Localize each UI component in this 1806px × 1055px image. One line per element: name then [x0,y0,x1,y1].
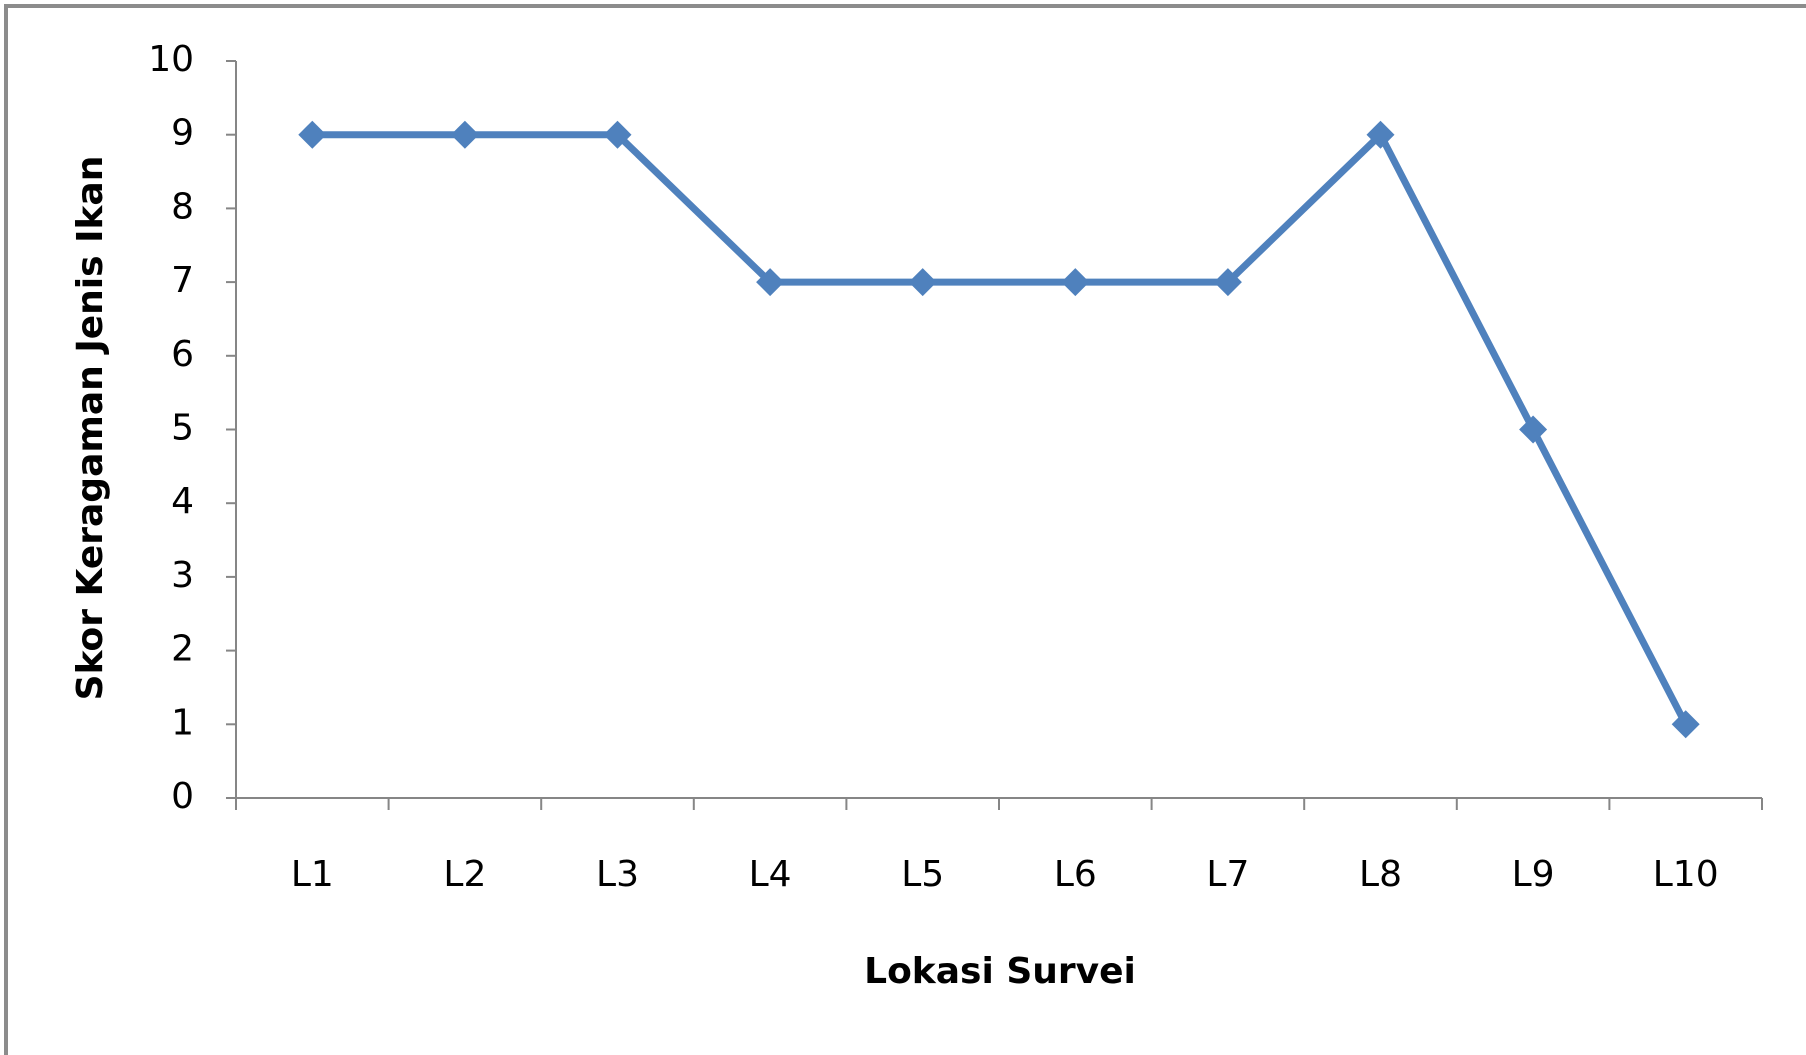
data-marker [1671,710,1700,739]
data-marker [1213,268,1242,297]
y-tick-label: 3 [171,555,194,596]
data-marker [450,120,479,149]
data-marker [603,120,632,149]
data-marker [908,268,937,297]
x-tick-label: L6 [1054,854,1097,895]
y-tick-label: 5 [171,408,194,449]
x-tick-label: L9 [1512,854,1555,895]
chart-frame [4,4,1806,1055]
x-tick-label: L1 [291,854,334,895]
y-tick-label: 1 [171,702,194,743]
data-marker [1366,120,1395,149]
y-tick-label: 10 [148,39,194,80]
y-axis-title: Skor Keragaman Jenis Ikan [70,156,111,701]
x-tick-label: L2 [443,854,486,895]
x-tick-label: L4 [749,854,792,895]
x-tick-label: L7 [1206,854,1249,895]
data-marker [1519,415,1548,444]
x-tick-label: L5 [901,854,944,895]
data-marker [298,120,327,149]
y-tick-label: 4 [171,481,194,522]
data-line [312,131,1689,726]
y-tick-label: 2 [171,629,194,670]
y-tick-label: 0 [171,776,194,817]
data-marker [756,268,785,297]
x-tick-label: L8 [1359,854,1402,895]
y-tick-label: 7 [171,260,194,301]
y-tick-label: 8 [171,186,194,227]
y-tick-label: 9 [171,113,194,154]
x-tick-label: L3 [596,854,639,895]
y-tick-label: 6 [171,334,194,375]
x-axis-title: Lokasi Survei [864,951,1136,992]
data-marker [1061,268,1090,297]
x-tick-label: L10 [1653,854,1719,895]
